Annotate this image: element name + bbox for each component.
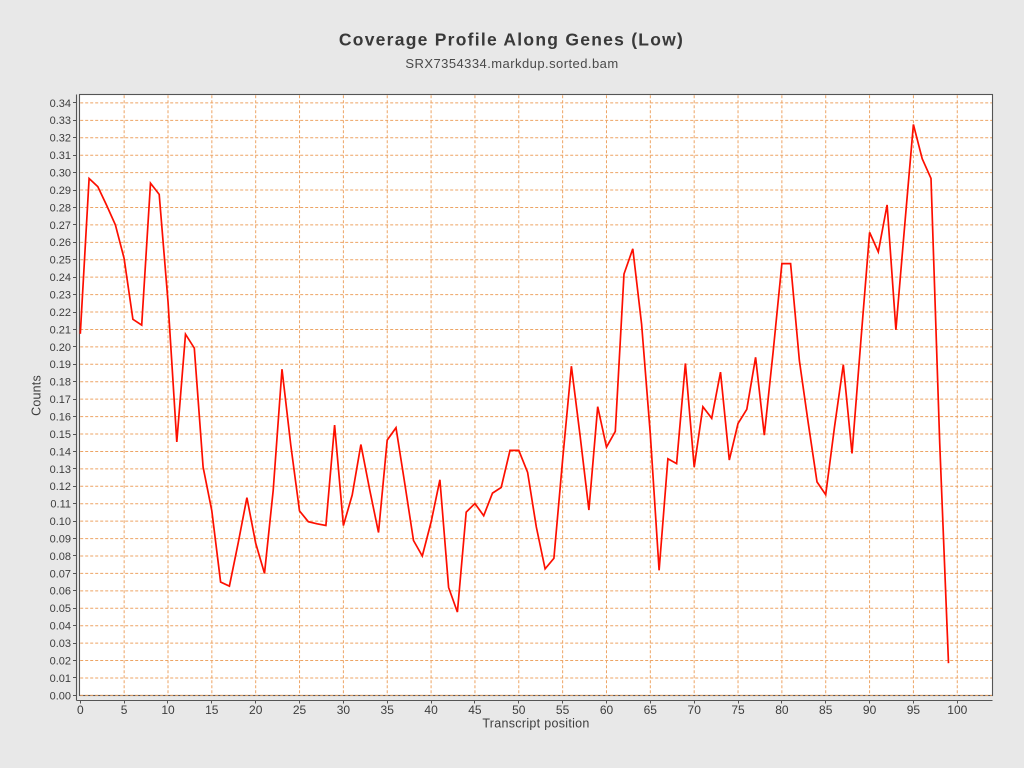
svg-text:80: 80 (775, 703, 789, 717)
svg-text:0.21: 0.21 (50, 324, 71, 336)
svg-text:20: 20 (249, 703, 263, 717)
svg-text:50: 50 (512, 703, 526, 717)
svg-text:25: 25 (293, 703, 307, 717)
svg-text:45: 45 (468, 703, 482, 717)
svg-text:90: 90 (863, 703, 877, 717)
svg-text:60: 60 (600, 703, 614, 717)
svg-text:65: 65 (644, 703, 658, 717)
svg-text:0.00: 0.00 (50, 690, 71, 702)
svg-text:0.16: 0.16 (50, 412, 71, 424)
svg-text:0.11: 0.11 (50, 499, 71, 511)
svg-text:75: 75 (731, 703, 745, 717)
svg-text:0.30: 0.30 (50, 168, 71, 180)
svg-text:40: 40 (424, 703, 438, 717)
svg-text:0.14: 0.14 (50, 446, 71, 458)
svg-text:0.09: 0.09 (50, 534, 71, 546)
svg-text:10: 10 (161, 703, 175, 717)
svg-text:Counts: Counts (30, 375, 44, 416)
svg-text:0.10: 0.10 (50, 516, 71, 528)
svg-text:0.29: 0.29 (50, 185, 71, 197)
svg-text:0.23: 0.23 (50, 290, 71, 302)
svg-text:95: 95 (907, 703, 921, 717)
svg-text:0.19: 0.19 (50, 359, 71, 371)
svg-text:0.31: 0.31 (50, 150, 71, 162)
svg-text:0.07: 0.07 (50, 568, 71, 580)
svg-text:0.18: 0.18 (50, 377, 71, 389)
svg-text:0.12: 0.12 (50, 481, 71, 493)
svg-text:85: 85 (819, 703, 833, 717)
svg-text:0.26: 0.26 (50, 237, 71, 249)
svg-text:0.25: 0.25 (50, 255, 71, 267)
svg-text:Coverage Profile Along Genes (: Coverage Profile Along Genes (Low) (339, 30, 684, 50)
svg-text:5: 5 (121, 703, 128, 717)
svg-text:Transcript position: Transcript position (482, 717, 589, 731)
svg-text:100: 100 (947, 703, 967, 717)
svg-text:0: 0 (77, 703, 84, 717)
svg-text:35: 35 (381, 703, 395, 717)
svg-text:0.02: 0.02 (50, 655, 71, 667)
svg-text:0.22: 0.22 (50, 307, 71, 319)
svg-text:70: 70 (688, 703, 702, 717)
svg-text:30: 30 (337, 703, 351, 717)
svg-text:0.24: 0.24 (50, 272, 71, 284)
svg-text:55: 55 (556, 703, 570, 717)
svg-text:0.03: 0.03 (50, 638, 71, 650)
svg-text:0.28: 0.28 (50, 202, 71, 214)
svg-text:0.20: 0.20 (50, 342, 71, 354)
svg-text:0.06: 0.06 (50, 586, 71, 598)
svg-text:15: 15 (205, 703, 219, 717)
svg-text:SRX7354334.markdup.sorted.bam: SRX7354334.markdup.sorted.bam (405, 56, 618, 71)
svg-text:0.17: 0.17 (50, 394, 71, 406)
svg-text:0.27: 0.27 (50, 220, 71, 232)
svg-text:0.01: 0.01 (50, 673, 71, 685)
svg-text:0.33: 0.33 (50, 115, 71, 127)
svg-text:0.04: 0.04 (50, 621, 71, 633)
svg-text:0.32: 0.32 (50, 133, 71, 145)
svg-text:0.34: 0.34 (50, 98, 71, 110)
svg-text:0.13: 0.13 (50, 464, 71, 476)
svg-text:0.05: 0.05 (50, 603, 71, 615)
svg-text:0.15: 0.15 (50, 429, 71, 441)
svg-text:0.08: 0.08 (50, 551, 71, 563)
